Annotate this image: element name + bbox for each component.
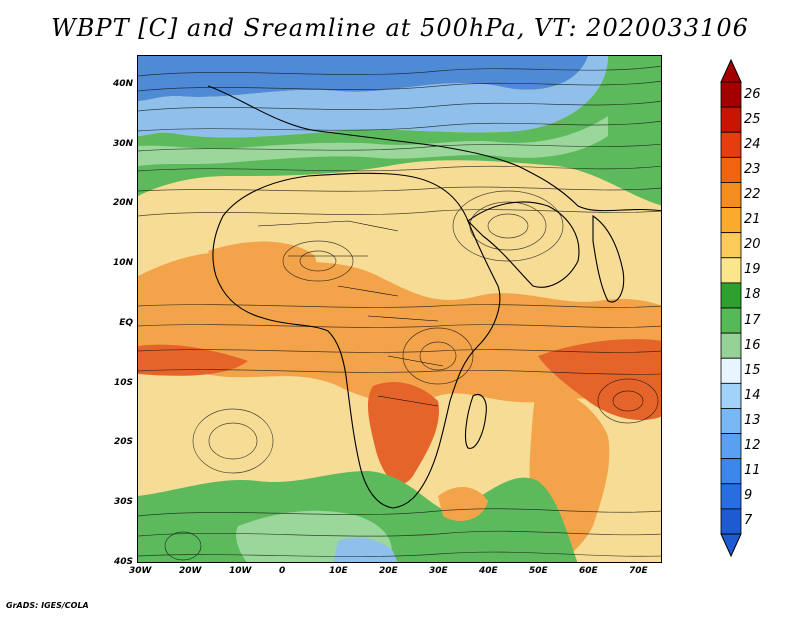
lon-tick-label: 50E (529, 566, 548, 576)
lat-tick-label: 10S (113, 377, 133, 388)
colorbar-segment (720, 232, 742, 259)
lon-tick-label: 0 (279, 566, 286, 576)
lon-tick-label: 30E (429, 566, 448, 576)
colorbar-segment (720, 357, 742, 384)
colorbar-tick-label: 21 (744, 212, 761, 228)
country-borders (257, 220, 444, 407)
colorbar-segment (720, 131, 742, 158)
wbpt-cool-region-north (138, 56, 608, 138)
wbpt-red-patch-east (538, 339, 661, 421)
colorbar-segment (720, 458, 742, 485)
colorbar-tick-label: 12 (744, 438, 761, 454)
lon-tick-label: 70E (629, 566, 648, 576)
colorbar-segment (720, 508, 742, 535)
colorbar-segment (720, 483, 742, 510)
arabia-coastline (467, 201, 580, 288)
colorbar-segment (720, 332, 742, 359)
lon-tick-label: 10E (329, 566, 348, 576)
chart-title: WBPT [C] and Sreamline at 500hPa, VT: 20… (51, 14, 749, 42)
colorbar (720, 58, 742, 558)
india-coastline (592, 214, 625, 303)
colorbar-segment (720, 106, 742, 133)
colorbar-segment (720, 257, 742, 284)
colorbar-tick-label: 26 (744, 86, 761, 102)
map-plot (137, 55, 662, 563)
wbpt-cold-region-north (138, 56, 588, 101)
lat-tick-label: 30N (112, 138, 133, 149)
lat-tick-label: 20N (112, 198, 133, 209)
colorbar-tick-label: 20 (744, 237, 761, 253)
wbpt-red-patch-south-africa (367, 381, 439, 485)
wbpt-green-band-north (138, 56, 661, 206)
colorbar-tick-label: 15 (744, 362, 761, 378)
wbpt-cool-region-south (333, 537, 398, 562)
colorbar-top-arrow (720, 58, 742, 83)
lon-tick-label: 60E (579, 566, 598, 576)
colorbar-tick-label: 22 (744, 187, 761, 202)
colorbar-tick-label: 16 (744, 337, 761, 353)
colorbar-tick-label: 23 (744, 161, 761, 177)
colorbar-tick-label: 24 (744, 136, 761, 152)
colorbar-segment (720, 433, 742, 460)
colorbar-tick-label: 19 (744, 262, 761, 278)
coastlines (207, 85, 661, 509)
colorbar-tick-label: 18 (744, 287, 761, 303)
colorbar-tick-label: 14 (744, 387, 761, 403)
africa-coastline (212, 172, 501, 509)
colorbar-tick-label: 13 (744, 413, 761, 428)
lat-tick-label: 40N (112, 78, 133, 89)
wbpt-red-patch-west (138, 344, 248, 376)
lon-tick-label: 10W (229, 566, 252, 576)
colorbar-tick-label: 25 (744, 111, 761, 127)
colorbar-segment (720, 81, 742, 108)
lon-tick-label: 20E (379, 566, 398, 576)
lat-tick-label: EQ (119, 317, 133, 328)
colorbar-tick-label: 7 (744, 513, 753, 529)
wbpt-orange-region-south (438, 486, 488, 521)
madagascar-coastline (464, 393, 487, 449)
colorbar-tick-label: 17 (744, 312, 761, 328)
colorbar-segment (720, 382, 742, 409)
lat-tick-label: 10N (112, 258, 133, 269)
lon-tick-label: 40E (479, 566, 498, 576)
lat-tick-label: 30S (113, 497, 133, 508)
colorbar-tick-label: 9 (744, 488, 753, 504)
colorbar-segment (720, 282, 742, 309)
colorbar-segment (720, 182, 742, 208)
footer-credit: GrADS: IGES/COLA (6, 601, 89, 610)
wbpt-light-green-north (138, 116, 608, 166)
lat-tick-label: 40S (113, 557, 133, 567)
colorbar-tick-label: 11 (744, 463, 761, 479)
colorbar-segment (720, 207, 742, 234)
europe-coastline (207, 85, 661, 212)
lon-tick-label: 20W (179, 566, 202, 576)
colorbar-segment (720, 408, 742, 434)
streamlines (138, 65, 661, 561)
lat-tick-label: 20S (113, 437, 133, 448)
colorbar-segment (720, 156, 742, 183)
lon-tick-label: 30W (129, 566, 152, 576)
wbpt-orange-region-west-africa (208, 241, 317, 281)
colorbar-bottom-arrow (720, 533, 742, 558)
colorbar-segment (720, 307, 742, 334)
